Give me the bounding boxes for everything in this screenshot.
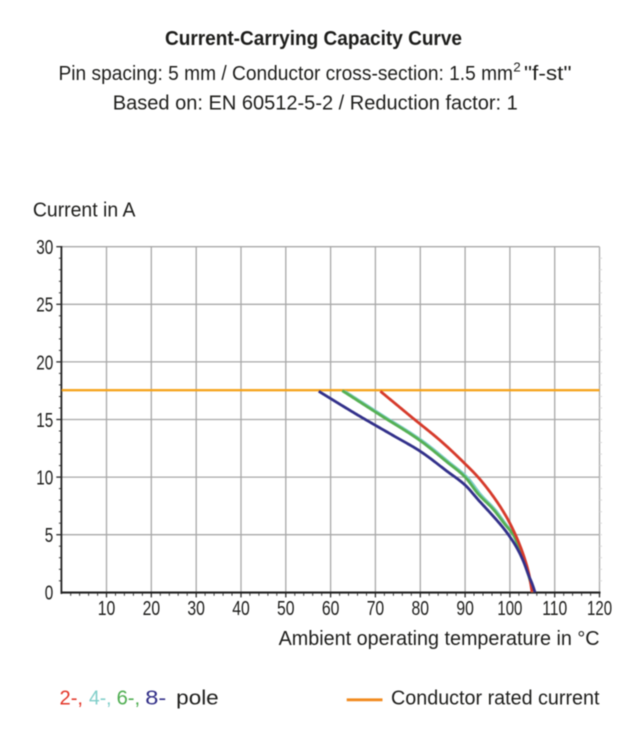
svg-text:5: 5 xyxy=(45,525,54,547)
svg-text:2: 2 xyxy=(513,60,521,75)
svg-text:6-,: 6-, xyxy=(117,688,141,710)
svg-text:90: 90 xyxy=(456,598,474,620)
svg-text:120: 120 xyxy=(587,598,612,620)
svg-text:80: 80 xyxy=(412,598,430,620)
svg-text:8-: 8- xyxy=(145,688,166,710)
svg-text:30: 30 xyxy=(36,237,53,259)
svg-text:0: 0 xyxy=(45,583,54,605)
svg-text:Current-Carrying Capacity Curv: Current-Carrying Capacity Curve xyxy=(165,28,462,50)
svg-text:"f-st": "f-st" xyxy=(524,63,572,85)
svg-text:40: 40 xyxy=(232,598,250,620)
svg-text:60: 60 xyxy=(322,598,340,620)
svg-text:25: 25 xyxy=(36,295,53,317)
svg-text:Current in A: Current in A xyxy=(33,199,136,221)
svg-text:2-,: 2-, xyxy=(60,688,84,710)
svg-text:110: 110 xyxy=(542,598,567,620)
svg-text:Based on: EN 60512-5-2 / Reduc: Based on: EN 60512-5-2 / Reduction facto… xyxy=(113,92,518,114)
svg-text:50: 50 xyxy=(277,598,295,620)
svg-text:Conductor rated current: Conductor rated current xyxy=(391,688,600,710)
svg-text:20: 20 xyxy=(36,352,53,374)
svg-text:Ambient operating temperature: Ambient operating temperature in °C xyxy=(279,628,600,650)
svg-text:20: 20 xyxy=(143,598,161,620)
svg-text:10: 10 xyxy=(36,468,53,490)
svg-text:30: 30 xyxy=(187,598,205,620)
svg-text:70: 70 xyxy=(367,598,385,620)
svg-text:4-,: 4-, xyxy=(89,688,112,710)
svg-text:pole: pole xyxy=(176,688,219,710)
svg-text:15: 15 xyxy=(36,410,53,432)
svg-text:Pin spacing: 5 mm / Conductor: Pin spacing: 5 mm / Conductor cross-sect… xyxy=(59,63,514,85)
svg-text:100: 100 xyxy=(497,598,522,620)
svg-text:10: 10 xyxy=(98,598,116,620)
